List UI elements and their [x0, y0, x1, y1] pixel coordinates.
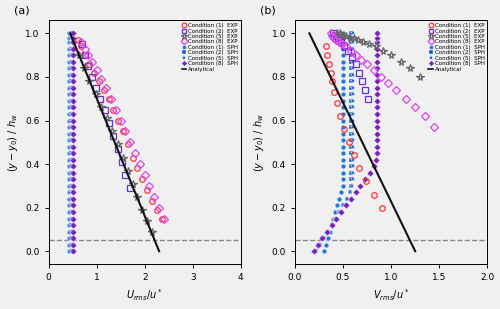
Y-axis label: $(y - y_0)\ /\ h_w$: $(y - y_0)\ /\ h_w$ [252, 113, 266, 172]
Legend: Condition (1)  EXP, Condition (2)  EXP, Condition (5)  EXP, Condition (8)  EXP, : Condition (1) EXP, Condition (2) EXP, Co… [427, 21, 486, 73]
X-axis label: $U_{rms}/u^*$: $U_{rms}/u^*$ [126, 288, 163, 303]
X-axis label: $V_{rms}/u^*$: $V_{rms}/u^*$ [373, 288, 410, 303]
Text: (a): (a) [14, 6, 30, 15]
Y-axis label: $(y - y_0)\ /\ h_w$: $(y - y_0)\ /\ h_w$ [6, 113, 20, 172]
Text: (b): (b) [260, 6, 276, 15]
Legend: Condition (1)  EXP, Condition (2)  EXP, Condition (5)  EXP, Condition (8)  EXP, : Condition (1) EXP, Condition (2) EXP, Co… [180, 21, 240, 73]
